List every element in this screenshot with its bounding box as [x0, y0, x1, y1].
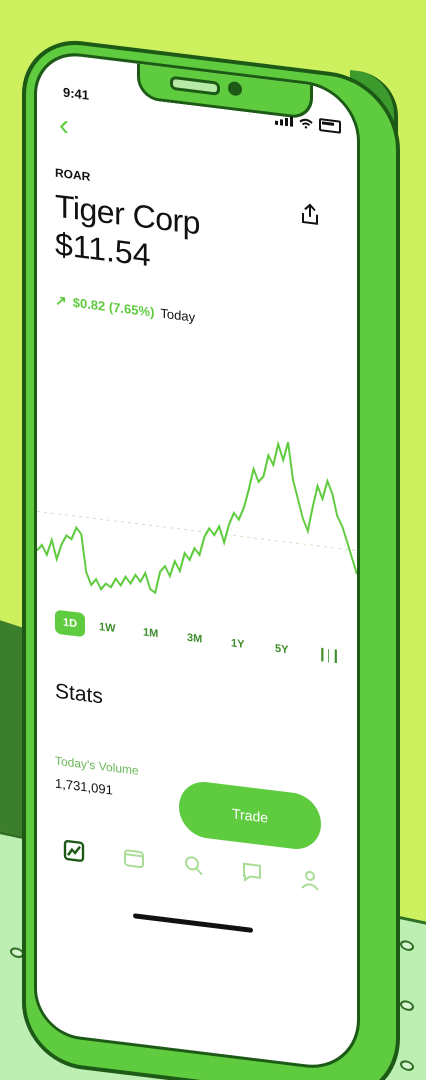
range-1w[interactable]: 1W: [99, 620, 116, 636]
tab-bar: [37, 831, 357, 930]
change-value: $0.82 (7.65%): [72, 294, 155, 320]
range-1d[interactable]: 1D: [55, 609, 86, 638]
signal-icon: [275, 114, 293, 127]
front-camera: [228, 80, 242, 97]
wallet-icon[interactable]: [123, 846, 145, 871]
status-icons: [275, 113, 341, 134]
range-3m[interactable]: 3M: [187, 631, 203, 646]
candlestick-icon[interactable]: ┃│┃: [319, 648, 340, 664]
range-5y[interactable]: 5Y: [275, 642, 289, 657]
volume-label: Today's Volume: [55, 753, 139, 778]
baseline: [37, 510, 357, 552]
share-icon[interactable]: [299, 202, 321, 227]
stats-heading: Stats: [55, 679, 103, 709]
price-change: ↗ $0.82 (7.65%) Today: [55, 292, 195, 326]
trend-up-icon: ↗: [55, 291, 67, 310]
wifi-icon: [299, 118, 313, 129]
status-time: 9:41: [63, 84, 90, 103]
ticker-symbol: ROAR: [55, 165, 91, 184]
back-chevron-icon[interactable]: ‹: [59, 108, 69, 143]
range-1m[interactable]: 1M: [143, 626, 159, 641]
price-line: [37, 440, 357, 595]
search-icon[interactable]: [183, 853, 205, 878]
speaker: [170, 75, 220, 96]
battery-icon: [319, 117, 341, 134]
change-period: Today: [160, 305, 196, 325]
trade-button[interactable]: Trade: [179, 778, 321, 853]
chart-icon[interactable]: [63, 839, 85, 864]
home-indicator[interactable]: [133, 913, 253, 933]
profile-icon[interactable]: [299, 868, 321, 893]
price-chart[interactable]: [37, 391, 357, 630]
chat-icon[interactable]: [241, 860, 263, 885]
phone-screen: 9:41 ‹ ROAR Tiger Corp $11.54: [34, 48, 360, 1075]
range-1y[interactable]: 1Y: [231, 637, 245, 651]
volume-value: 1,731,091: [55, 775, 113, 798]
